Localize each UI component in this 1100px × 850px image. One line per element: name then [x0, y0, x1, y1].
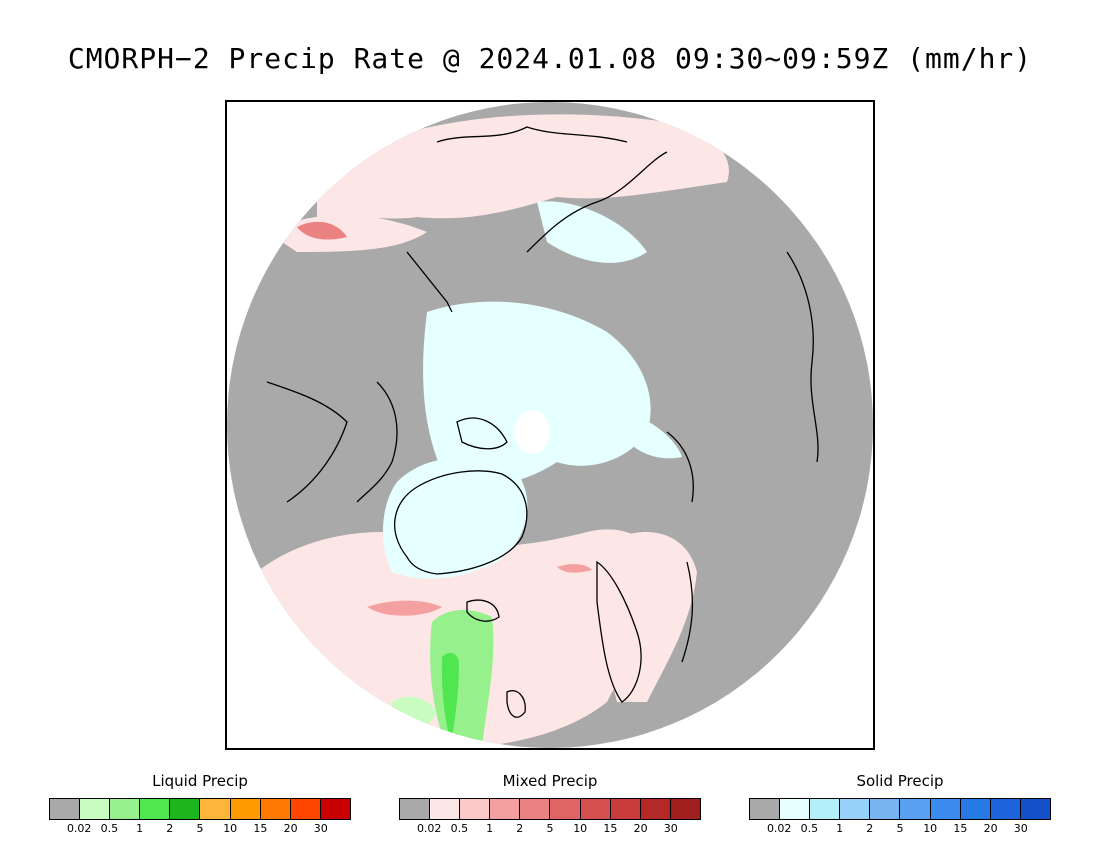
- legend-tick-label: 2: [166, 822, 174, 835]
- legend-tick-label: 2: [516, 822, 524, 835]
- solid-precip-area-arctic: [487, 308, 597, 369]
- legend-color-bar: [749, 798, 1051, 820]
- legend-swatch: [780, 799, 811, 819]
- legend-color-bar: [399, 798, 701, 820]
- mixed-precip-area-europe: [602, 532, 697, 702]
- legend-swatch: [960, 799, 991, 819]
- legend-swatch: [870, 799, 901, 819]
- legend-swatch: [320, 799, 350, 819]
- legend-title: Liquid Precip: [152, 772, 248, 790]
- legend-title: Solid Precip: [856, 772, 944, 790]
- legend-tick-label: 10: [573, 822, 588, 835]
- legend-tick-label: 15: [253, 822, 268, 835]
- legend-ticks: 0.02 0.5 1 2 5 10 15 20 30: [749, 822, 1051, 836]
- legend-swatch: [430, 799, 461, 819]
- legend-swatch: [490, 799, 521, 819]
- legend-tick-label: 30: [1013, 822, 1028, 835]
- legend-swatch: [810, 799, 841, 819]
- legend-swatch: [580, 799, 611, 819]
- legend-tick-label: 0.5: [100, 822, 119, 835]
- legend-tick-label: 20: [983, 822, 998, 835]
- legend-swatch: [750, 799, 781, 819]
- legend-swatch: [290, 799, 321, 819]
- legend-swatch: [900, 799, 931, 819]
- legend-swatch: [840, 799, 871, 819]
- legend-swatch: [1020, 799, 1050, 819]
- legend-swatch: [140, 799, 171, 819]
- legend-swatch: [610, 799, 641, 819]
- mixed-precip-streak-east: [557, 564, 592, 573]
- legend-swatch: [670, 799, 700, 819]
- legend-swatch: [990, 799, 1021, 819]
- pole-no-data: [514, 410, 550, 454]
- legend-tick-label: 0.02: [416, 822, 442, 835]
- legend-swatch: [170, 799, 201, 819]
- legend-tick-label: 0.02: [66, 822, 92, 835]
- legend-mixed: Mixed Precip 0.02 0.5 1 2 5 10 15 20 30: [399, 772, 701, 836]
- legend-swatch: [230, 799, 261, 819]
- polar-precip-map: [225, 100, 875, 750]
- legend-tick-label: 10: [223, 822, 238, 835]
- legend-tick-label: 2: [866, 822, 874, 835]
- legend-swatch: [520, 799, 551, 819]
- solid-precip-area-northeast: [537, 201, 647, 263]
- legend-tick-label: 20: [283, 822, 298, 835]
- legend-tick-label: 5: [196, 822, 204, 835]
- legend-solid: Solid Precip 0.02 0.5 1 2 5 10 15 20 30: [749, 772, 1051, 836]
- legend-tick-label: 1: [836, 822, 844, 835]
- legend-liquid: Liquid Precip 0.02 0.5 1 2 5 10 15 20 30: [49, 772, 351, 836]
- legend-swatch: [200, 799, 231, 819]
- legend-tick-label: 10: [923, 822, 938, 835]
- legend-tick-label: 0.5: [800, 822, 819, 835]
- liquid-precip-core: [441, 652, 459, 742]
- legend-ticks: 0.02 0.5 1 2 5 10 15 20 30: [399, 822, 701, 836]
- legend-ticks: 0.02 0.5 1 2 5 10 15 20 30: [49, 822, 351, 836]
- legend-tick-label: 15: [953, 822, 968, 835]
- legend-tick-label: 1: [136, 822, 144, 835]
- legend-tick-label: 15: [603, 822, 618, 835]
- legend-swatch: [110, 799, 141, 819]
- legend-swatch: [50, 799, 81, 819]
- legend-tick-label: 30: [663, 822, 678, 835]
- solid-precip-area-greenland: [382, 458, 528, 579]
- map-canvas: [227, 102, 873, 748]
- legend-swatch: [400, 799, 431, 819]
- legend-swatch: [260, 799, 291, 819]
- coastlines: [266, 126, 819, 718]
- legend-tick-label: 5: [546, 822, 554, 835]
- legend-swatch: [460, 799, 491, 819]
- legend-swatch: [640, 799, 671, 819]
- legend-tick-label: 5: [896, 822, 904, 835]
- legend-tick-label: 0.5: [450, 822, 469, 835]
- legend-tick-label: 1: [486, 822, 494, 835]
- legend-swatch: [930, 799, 961, 819]
- map-title: CMORPH−2 Precip Rate @ 2024.01.08 09:30~…: [67, 42, 1033, 75]
- solid-precip-area-siberia: [622, 412, 682, 459]
- legend-tick-label: 30: [313, 822, 328, 835]
- legend-swatch: [550, 799, 581, 819]
- legend-tick-label: 0.02: [766, 822, 792, 835]
- legend-color-bar: [49, 798, 351, 820]
- solid-precip-area-central: [423, 301, 651, 486]
- mixed-precip-streak-north: [297, 221, 347, 240]
- legend-title: Mixed Precip: [502, 772, 598, 790]
- legend-tick-label: 20: [633, 822, 648, 835]
- mixed-precip-streak-south: [367, 600, 442, 616]
- legend-swatch: [80, 799, 111, 819]
